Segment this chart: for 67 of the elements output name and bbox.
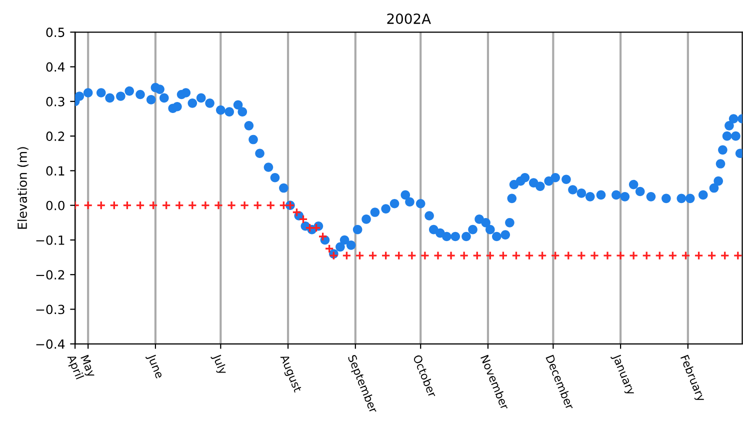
point [446,250,456,260]
point [324,244,334,254]
point [681,250,690,260]
point [214,200,224,210]
y-tick-label: 0.2 [46,132,64,141]
y-tick-label: 0.0 [46,200,64,210]
point [720,250,730,260]
point [628,250,638,260]
point [355,250,364,260]
y-tick-label: 0.3 [46,96,64,106]
y-tick-label: −0.3 [36,304,64,314]
point [252,200,262,210]
y-tick-label: −0.4 [36,339,65,349]
point [188,200,198,210]
point [472,250,482,260]
chart-title: 2002A [387,14,431,24]
point [486,250,495,260]
point [312,223,321,232]
point [655,250,664,260]
point [733,250,742,260]
point [564,250,574,260]
point [433,250,443,260]
point [298,214,308,224]
point [200,200,210,210]
point [590,250,600,260]
point [459,250,469,260]
x-tick-label: June [145,353,164,380]
point [162,200,171,210]
y-tick-label: 0.4 [46,62,65,72]
y-tick-label: −0.2 [36,270,64,280]
point [136,200,145,210]
point [420,250,430,260]
point [694,250,704,260]
y-axis-title: Elevation (m) [17,147,28,229]
point [550,250,560,260]
point [616,250,626,260]
point [524,250,534,260]
point [279,200,288,210]
point [602,250,612,260]
point [148,200,158,210]
y-tick-label: −0.1 [36,235,64,245]
y-tick-label: 0.5 [46,28,64,38]
point [707,250,716,260]
point [394,250,404,260]
x-tick-label: July [210,353,228,376]
point [498,250,508,260]
point [381,250,390,260]
point [96,200,106,210]
point [538,250,547,260]
point [318,232,328,242]
y-tick-label: 0.1 [46,166,64,176]
point [110,200,119,210]
point [292,208,302,217]
point [512,250,521,260]
point [83,200,93,210]
point [226,200,236,210]
point [174,200,184,210]
point [122,200,132,210]
point [266,200,276,210]
point [668,250,678,260]
point [576,250,586,260]
point [642,250,652,260]
point [342,250,352,260]
point [407,250,417,260]
point [305,223,314,232]
point [368,250,378,260]
point [240,200,250,210]
